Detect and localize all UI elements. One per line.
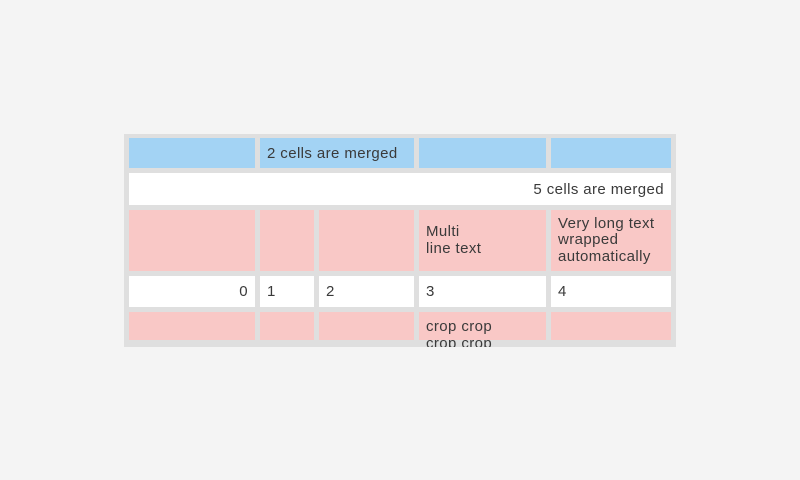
multi-line-text: Multi line text: [426, 223, 482, 257]
table-cell[interactable]: [419, 138, 546, 168]
table-cell[interactable]: [129, 138, 255, 168]
multi-line-text-cell[interactable]: Multi line text: [419, 210, 546, 271]
table-cell[interactable]: 2: [319, 276, 414, 307]
table-row: crop crop crop crop: [129, 312, 671, 347]
table-row: Multi line text Very long text wrapped a…: [129, 210, 671, 271]
table-cell[interactable]: 1: [260, 276, 314, 307]
table-row: 0 1 2 3 4: [129, 276, 671, 307]
cropped-text: crop crop crop crop: [426, 318, 493, 347]
wrapped-text: Very long text wrapped automatically: [558, 214, 655, 265]
table-cell[interactable]: [260, 312, 314, 340]
table-cell[interactable]: [260, 210, 314, 271]
table-row: 5 cells are merged: [129, 173, 671, 205]
table-cell[interactable]: [129, 312, 255, 340]
cropped-text-cell[interactable]: crop crop crop crop: [419, 312, 546, 347]
table-cell[interactable]: [129, 210, 255, 271]
table-cell[interactable]: 0: [129, 276, 255, 307]
table-row: 2 cells are merged: [129, 138, 671, 168]
table-cell[interactable]: [319, 312, 414, 340]
table-cell[interactable]: [551, 138, 671, 168]
table-cell[interactable]: [551, 312, 671, 340]
table-widget[interactable]: 2 cells are merged 5 cells are merged Mu…: [124, 134, 676, 347]
merged-2-columns-cell[interactable]: 2 cells are merged: [260, 138, 414, 168]
merged-5-columns-cell[interactable]: 5 cells are merged: [129, 173, 671, 205]
table-cell[interactable]: 4: [551, 276, 671, 307]
wrapped-text-cell[interactable]: Very long text wrapped automatically: [551, 210, 671, 271]
table-cell[interactable]: [319, 210, 414, 271]
table-cell[interactable]: 3: [419, 276, 546, 307]
